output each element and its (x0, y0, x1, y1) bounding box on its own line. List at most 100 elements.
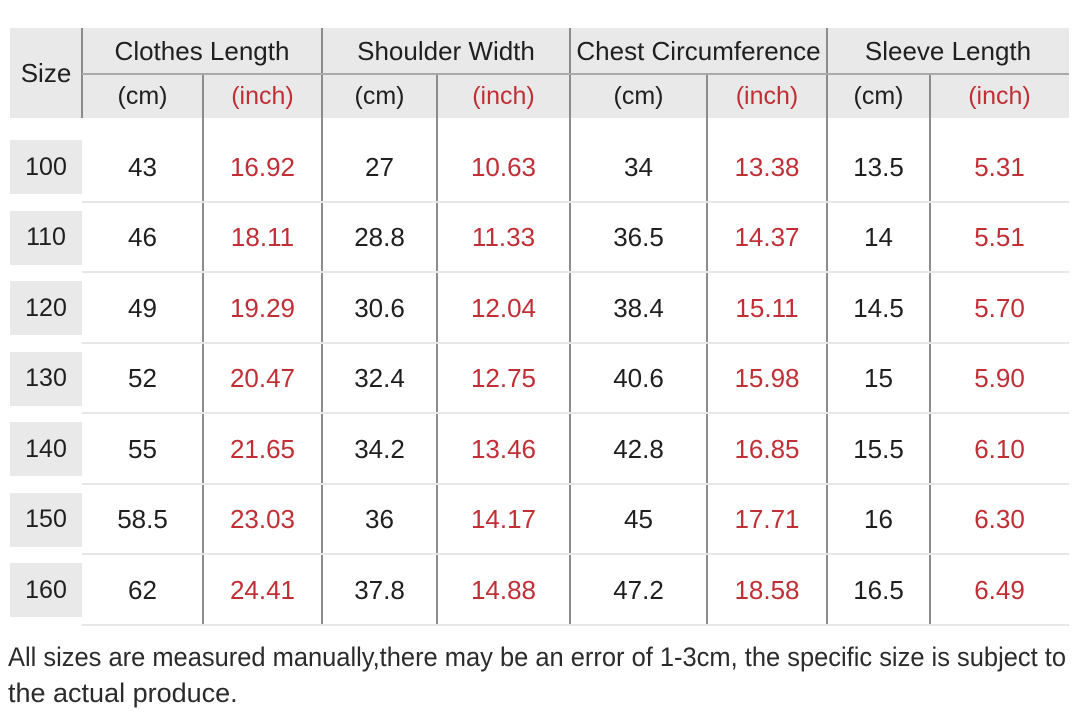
inch-value: 13.46 (470, 433, 537, 464)
unit-header-inch: (inch) (231, 82, 294, 110)
cm-value: 62 (128, 574, 157, 605)
cm-value: 47.2 (613, 574, 664, 605)
inch-value: 14.17 (470, 504, 537, 535)
table-row: 130 52 20.47 32.4 12.75 40.6 15.98 15 5.… (10, 344, 1069, 415)
group-header-sleeve-length: Sleeve Length (864, 36, 1032, 66)
inch-value: 14.88 (470, 574, 537, 605)
inch-value: 6.10 (974, 433, 1025, 464)
inch-value: 23.03 (229, 504, 296, 535)
grid-line (82, 200, 1069, 203)
cm-value: 15.5 (853, 433, 904, 464)
cm-value: 32.4 (354, 363, 405, 394)
size-cell: 110 (10, 210, 82, 265)
inch-value: 16.85 (734, 433, 800, 464)
grid-line (82, 553, 1069, 555)
inch-value: 21.65 (229, 433, 296, 464)
unit-header-cm: (cm) (613, 82, 664, 110)
cm-value: 37.8 (354, 574, 405, 605)
grid-line (826, 28, 828, 625)
grid-line (436, 75, 438, 625)
table-row: 160 62 24.41 37.8 14.88 47.2 18.58 16.5 … (10, 555, 1069, 626)
size-chart-table: Size Clothes Length Shoulder Width Chest… (10, 28, 1069, 626)
table-row: 140 55 21.65 34.2 13.46 42.8 16.85 15.5 … (10, 414, 1069, 485)
inch-value: 19.29 (229, 292, 296, 323)
group-header-clothes-length: Clothes Length (114, 36, 290, 66)
cm-value: 14 (864, 222, 893, 253)
cm-value: 43 (128, 151, 157, 182)
cm-value: 15 (864, 363, 893, 394)
cm-value: 49 (128, 292, 157, 323)
table-row: 110 46 18.11 28.8 11.33 36.5 14.37 14 5.… (10, 203, 1069, 274)
size-cell: 120 (10, 281, 82, 336)
group-header-chest-circumference: Chest Circumference (576, 36, 821, 66)
cm-value: 45 (624, 504, 653, 535)
measurement-note: All sizes are measured manually,there ma… (8, 642, 1066, 708)
cm-value: 42.8 (613, 433, 664, 464)
unit-header-inch: (inch) (735, 82, 799, 110)
unit-header-cm: (cm) (354, 82, 405, 110)
grid-line (82, 482, 1069, 485)
cm-value: 34.2 (354, 433, 405, 464)
table-body: 100 43 16.92 27 10.63 34 13.38 13.5 5.31… (10, 132, 1069, 626)
cm-value: 13.5 (853, 151, 904, 182)
grid-line (321, 28, 323, 625)
cm-value: 40.6 (613, 363, 664, 394)
size-cell: 150 (10, 492, 82, 547)
table-row: 120 49 19.29 30.6 12.04 38.4 15.11 14.5 … (10, 273, 1069, 344)
inch-value: 6.30 (974, 504, 1025, 535)
inch-value: 16.92 (229, 151, 296, 182)
cm-value: 55 (128, 433, 157, 464)
cm-value: 58.5 (117, 504, 168, 535)
grid-line (706, 75, 708, 625)
cm-value: 36 (365, 504, 394, 535)
inch-value: 15.98 (734, 363, 800, 394)
cm-value: 52 (128, 363, 157, 394)
cm-value: 16.5 (853, 574, 904, 605)
inch-value: 10.63 (470, 151, 537, 182)
inch-value: 12.75 (470, 363, 537, 394)
inch-value: 14.37 (734, 222, 800, 253)
unit-header-cm: (cm) (853, 82, 904, 110)
inch-value: 5.70 (974, 292, 1025, 323)
grid-line (929, 75, 931, 625)
grid-line (569, 28, 571, 625)
inch-value: 17.71 (734, 504, 800, 535)
grid-line (82, 412, 1069, 414)
inch-value: 5.51 (974, 222, 1025, 253)
inch-value: 13.38 (734, 151, 800, 182)
cm-value: 14.5 (853, 292, 904, 323)
inch-value: 11.33 (471, 222, 536, 253)
inch-value: 6.49 (974, 574, 1025, 605)
grid-line (82, 623, 1069, 626)
cm-value: 34 (624, 151, 653, 182)
inch-value: 18.11 (230, 222, 295, 253)
inch-value: 5.90 (974, 363, 1025, 394)
size-cell: 140 (10, 422, 82, 477)
table-row: 100 43 16.92 27 10.63 34 13.38 13.5 5.31 (10, 132, 1069, 203)
inch-value: 18.58 (734, 574, 800, 605)
cm-value: 36.5 (613, 222, 664, 253)
cm-value: 38.4 (613, 292, 664, 323)
cm-value: 16 (864, 504, 893, 535)
unit-header-cm: (cm) (117, 82, 168, 110)
cm-value: 28.8 (354, 222, 405, 253)
size-cell: 100 (10, 140, 82, 195)
inch-value: 15.11 (735, 292, 799, 323)
cm-value: 27 (365, 151, 394, 182)
grid-line (202, 75, 204, 625)
cm-value: 46 (128, 222, 157, 253)
grid-line (82, 271, 1069, 273)
inch-value: 5.31 (974, 151, 1025, 182)
unit-header-inch: (inch) (968, 82, 1031, 110)
inch-value: 12.04 (470, 292, 537, 323)
note-line-2: the actual produce. (8, 678, 238, 708)
inch-value: 20.47 (229, 363, 296, 394)
size-cell: 130 (10, 351, 82, 406)
size-cell: 160 (10, 563, 82, 618)
inch-value: 24.41 (229, 574, 296, 605)
grid-line (82, 73, 1069, 75)
grid-line (82, 341, 1069, 344)
cm-value: 30.6 (354, 292, 405, 323)
table-row: 150 58.5 23.03 36 14.17 45 17.71 16 6.30 (10, 485, 1069, 556)
note-line-1: All sizes are measured manually,there ma… (8, 642, 1066, 672)
